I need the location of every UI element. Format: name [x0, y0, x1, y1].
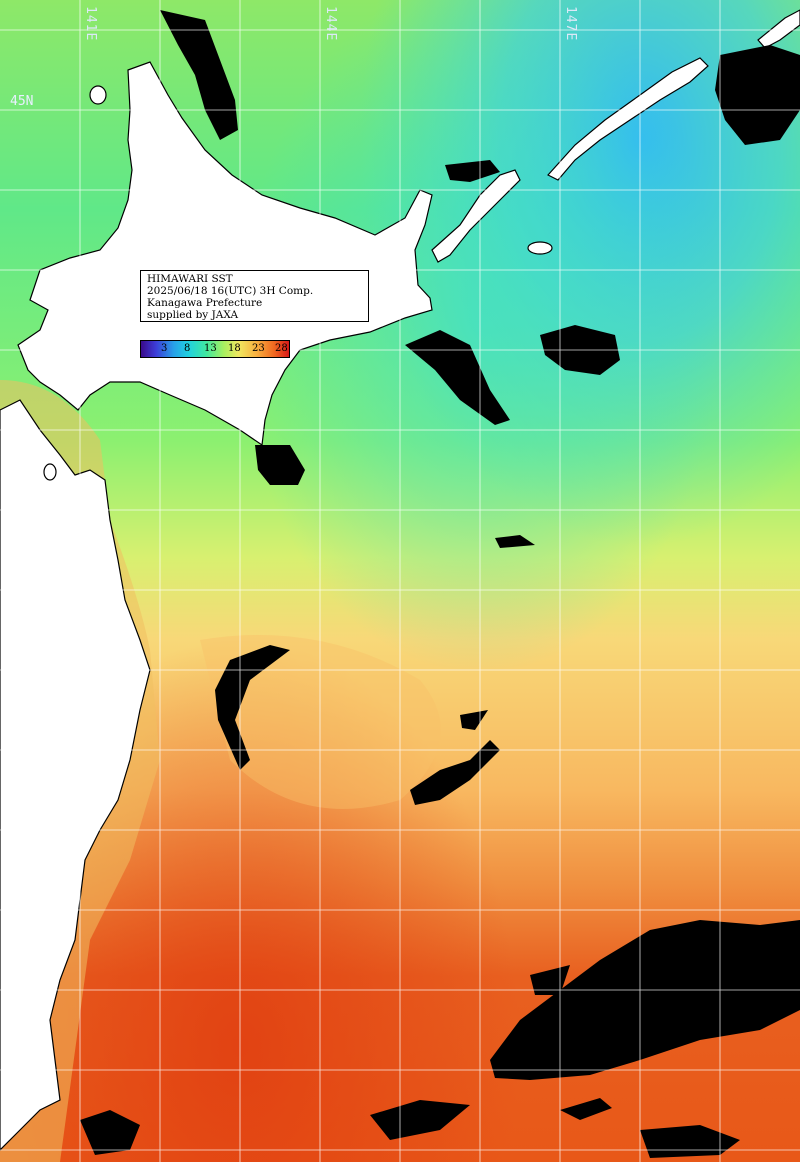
longitude-label-141e: 141E — [83, 6, 98, 42]
cloud-patch — [715, 45, 800, 145]
info-line-prefecture: Kanagawa Prefecture — [147, 297, 263, 309]
cloud-patch — [405, 330, 510, 425]
cloud-patch — [215, 645, 290, 770]
latitude-label-45n: 45N — [10, 94, 34, 109]
info-line-supplier: supplied by JAXA — [147, 309, 239, 321]
colorbar-tick: 3 — [161, 343, 168, 354]
cloud-mask — [80, 10, 800, 1158]
cloud-patch — [495, 535, 535, 548]
iturup-island — [547, 57, 709, 181]
cloud-patch — [460, 710, 488, 730]
rishiri-island — [89, 85, 107, 105]
cloud-patch — [490, 920, 800, 1080]
cloud-patch — [160, 10, 238, 140]
colorbar-tick: 28 — [275, 343, 288, 354]
warm-eddy — [200, 635, 441, 809]
cloud-patch — [80, 1110, 140, 1155]
okushiri-island — [43, 463, 57, 481]
temperature-colorbar: 3 8 13 18 23 28 — [140, 340, 290, 358]
longitude-label-147e: 147E — [563, 6, 578, 42]
colorbar-tick: 8 — [184, 343, 191, 354]
cloud-patch — [410, 740, 500, 805]
longitude-label-144e: 144E — [323, 6, 338, 42]
cloud-patch — [560, 1098, 612, 1120]
cloud-patch — [255, 445, 305, 485]
colorbar-tick: 13 — [204, 343, 217, 354]
land — [0, 9, 800, 1151]
kunashir-island — [431, 169, 521, 263]
colorbar-tick: 23 — [252, 343, 265, 354]
info-line-date: 2025/06/18 16(UTC) 3H Comp. — [147, 285, 314, 297]
info-line-title: HIMAWARI SST — [147, 273, 233, 285]
cloud-patch — [370, 1100, 470, 1140]
colorbar-tick: 18 — [228, 343, 241, 354]
shikotan-island — [527, 241, 553, 255]
map-info-box: HIMAWARI SST 2025/06/18 16(UTC) 3H Comp.… — [140, 270, 369, 322]
cloud-patch — [445, 160, 500, 182]
